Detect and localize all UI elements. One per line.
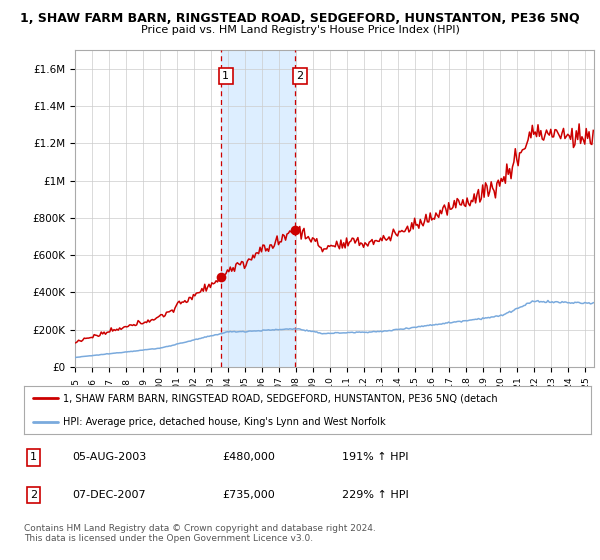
Text: 1: 1 [29, 452, 37, 463]
Text: 2: 2 [296, 71, 304, 81]
Bar [221, 50, 295, 367]
Text: 05-AUG-2003: 05-AUG-2003 [72, 452, 146, 463]
Text: 191% ↑ HPI: 191% ↑ HPI [341, 452, 408, 463]
Text: 1: 1 [222, 71, 229, 81]
Text: HPI: Average price, detached house, King's Lynn and West Norfolk: HPI: Average price, detached house, King… [62, 417, 385, 427]
Text: 2: 2 [29, 490, 37, 500]
Text: 229% ↑ HPI: 229% ↑ HPI [341, 490, 408, 500]
Text: Contains HM Land Registry data © Crown copyright and database right 2024.
This d: Contains HM Land Registry data © Crown c… [24, 524, 376, 543]
Text: 07-DEC-2007: 07-DEC-2007 [72, 490, 146, 500]
Text: £735,000: £735,000 [223, 490, 275, 500]
Text: £480,000: £480,000 [223, 452, 275, 463]
Text: 1, SHAW FARM BARN, RINGSTEAD ROAD, SEDGEFORD, HUNSTANTON, PE36 5NQ: 1, SHAW FARM BARN, RINGSTEAD ROAD, SEDGE… [20, 12, 580, 25]
Text: 1, SHAW FARM BARN, RINGSTEAD ROAD, SEDGEFORD, HUNSTANTON, PE36 5NQ (detach: 1, SHAW FARM BARN, RINGSTEAD ROAD, SEDGE… [62, 393, 497, 403]
Text: Price paid vs. HM Land Registry's House Price Index (HPI): Price paid vs. HM Land Registry's House … [140, 25, 460, 35]
